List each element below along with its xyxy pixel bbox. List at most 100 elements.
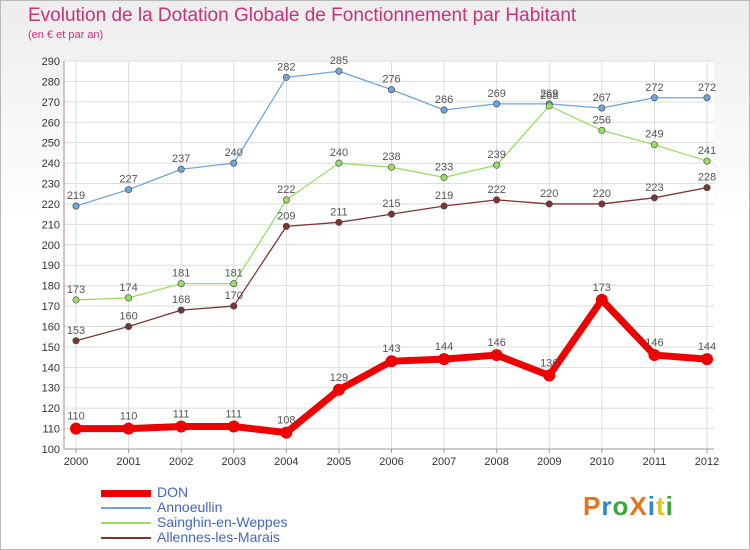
x-tick-label: 2009 <box>537 456 561 468</box>
data-label: 269 <box>540 88 558 100</box>
logo-letter: r <box>601 491 613 521</box>
data-point <box>385 355 398 368</box>
y-tick-label: 150 <box>42 342 60 354</box>
data-point <box>595 293 608 306</box>
x-tick-label: 2002 <box>169 456 193 468</box>
data-label: 170 <box>225 290 243 302</box>
data-label: 220 <box>593 188 611 200</box>
data-label: 129 <box>330 372 348 384</box>
data-label: 285 <box>330 55 348 67</box>
data-label: 282 <box>277 61 295 73</box>
data-point <box>335 67 343 75</box>
data-point <box>72 202 80 210</box>
data-label: 240 <box>225 147 243 159</box>
data-point <box>387 163 395 171</box>
plot-area <box>64 61 714 449</box>
data-label: 239 <box>487 149 505 161</box>
y-tick-label: 170 <box>42 301 60 313</box>
legend-label: DON <box>157 484 189 500</box>
y-tick-label: 220 <box>42 199 60 211</box>
x-tick-label: 2000 <box>64 456 88 468</box>
y-tick-label: 240 <box>42 158 60 170</box>
data-label: 143 <box>382 343 400 355</box>
data-point <box>387 210 395 218</box>
legend-swatch <box>101 522 151 524</box>
data-label: 276 <box>382 74 400 86</box>
y-tick-label: 100 <box>42 444 60 456</box>
data-label: 222 <box>277 184 295 196</box>
y-tick-label: 180 <box>42 281 60 293</box>
data-label: 222 <box>487 184 505 196</box>
data-point <box>280 426 293 439</box>
y-tick-label: 190 <box>42 260 60 272</box>
x-tick-label: 2011 <box>643 456 667 468</box>
legend-swatch <box>101 537 151 539</box>
data-label: 110 <box>67 411 85 423</box>
data-point <box>125 186 133 194</box>
x-tick-label: 2012 <box>695 456 719 468</box>
legend-swatch <box>101 490 151 497</box>
y-tick-label: 120 <box>42 403 60 415</box>
data-point <box>598 126 606 134</box>
data-label: 174 <box>119 282 137 294</box>
data-point <box>230 302 238 310</box>
data-label: 181 <box>225 268 243 280</box>
data-label: 272 <box>698 82 716 94</box>
data-point <box>177 306 185 314</box>
data-point <box>125 294 133 302</box>
data-label: 146 <box>487 337 505 349</box>
data-point <box>230 280 238 288</box>
data-label: 240 <box>330 147 348 159</box>
data-point <box>598 200 606 208</box>
x-tick-label: 2003 <box>222 456 246 468</box>
x-tick-label: 2004 <box>274 456 298 468</box>
data-label: 111 <box>225 409 242 421</box>
y-tick-label: 160 <box>42 321 60 333</box>
legend-swatch <box>101 507 151 509</box>
data-point <box>72 296 80 304</box>
y-tick-label: 200 <box>42 240 60 252</box>
data-point <box>543 369 556 382</box>
data-point <box>545 102 553 110</box>
data-point <box>701 353 713 366</box>
data-label: 233 <box>435 161 453 173</box>
data-point <box>440 173 448 181</box>
data-label: 238 <box>382 151 400 163</box>
y-tick-label: 210 <box>42 219 60 231</box>
data-label: 256 <box>593 114 611 126</box>
legend-label: Allennes-les-Marais <box>157 529 280 545</box>
data-label: 108 <box>277 415 295 427</box>
data-label: 220 <box>540 188 558 200</box>
data-label: 227 <box>119 174 137 186</box>
data-point <box>387 86 395 94</box>
data-label: 173 <box>67 284 85 296</box>
data-point <box>703 157 711 165</box>
x-tick-label: 2008 <box>484 456 508 468</box>
x-tick-label: 2010 <box>590 456 614 468</box>
data-label: 237 <box>172 153 190 165</box>
data-label: 136 <box>540 357 558 369</box>
y-tick-label: 140 <box>42 362 60 374</box>
data-point <box>125 322 133 330</box>
data-label: 209 <box>277 210 295 222</box>
data-point <box>282 222 290 230</box>
data-point <box>70 422 82 435</box>
data-label: 111 <box>173 409 190 421</box>
data-label: 223 <box>645 182 663 194</box>
x-tick-label: 2007 <box>432 456 456 468</box>
data-point <box>703 94 711 102</box>
data-label: 249 <box>645 129 663 141</box>
data-point <box>177 280 185 288</box>
y-tick-label: 260 <box>42 117 60 129</box>
data-label: 267 <box>593 92 611 104</box>
data-point <box>493 161 501 169</box>
data-point <box>650 194 658 202</box>
data-label: 181 <box>172 268 190 280</box>
data-point <box>332 383 345 396</box>
y-tick-label: 110 <box>42 424 60 436</box>
y-tick-label: 280 <box>42 76 60 88</box>
data-point <box>175 420 188 433</box>
data-point <box>227 420 240 433</box>
